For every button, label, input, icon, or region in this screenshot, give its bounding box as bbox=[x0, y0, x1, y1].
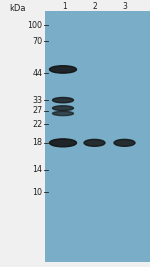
Text: 44: 44 bbox=[33, 69, 42, 78]
Text: 14: 14 bbox=[33, 165, 42, 174]
Ellipse shape bbox=[52, 97, 74, 103]
Ellipse shape bbox=[52, 106, 74, 111]
Text: 18: 18 bbox=[33, 138, 42, 147]
Text: 1: 1 bbox=[62, 2, 67, 11]
Bar bbox=[45, 11, 150, 262]
Ellipse shape bbox=[114, 139, 135, 146]
Text: 70: 70 bbox=[32, 37, 42, 46]
Ellipse shape bbox=[50, 139, 76, 147]
Text: 27: 27 bbox=[32, 106, 42, 115]
Text: 10: 10 bbox=[33, 188, 42, 197]
Text: 33: 33 bbox=[33, 96, 42, 105]
Text: 3: 3 bbox=[122, 2, 127, 11]
Ellipse shape bbox=[84, 139, 105, 146]
Ellipse shape bbox=[50, 66, 76, 73]
Text: 100: 100 bbox=[27, 21, 42, 30]
Text: 22: 22 bbox=[32, 120, 42, 129]
Text: 2: 2 bbox=[92, 2, 97, 11]
Text: kDa: kDa bbox=[10, 4, 26, 13]
Ellipse shape bbox=[52, 111, 74, 116]
